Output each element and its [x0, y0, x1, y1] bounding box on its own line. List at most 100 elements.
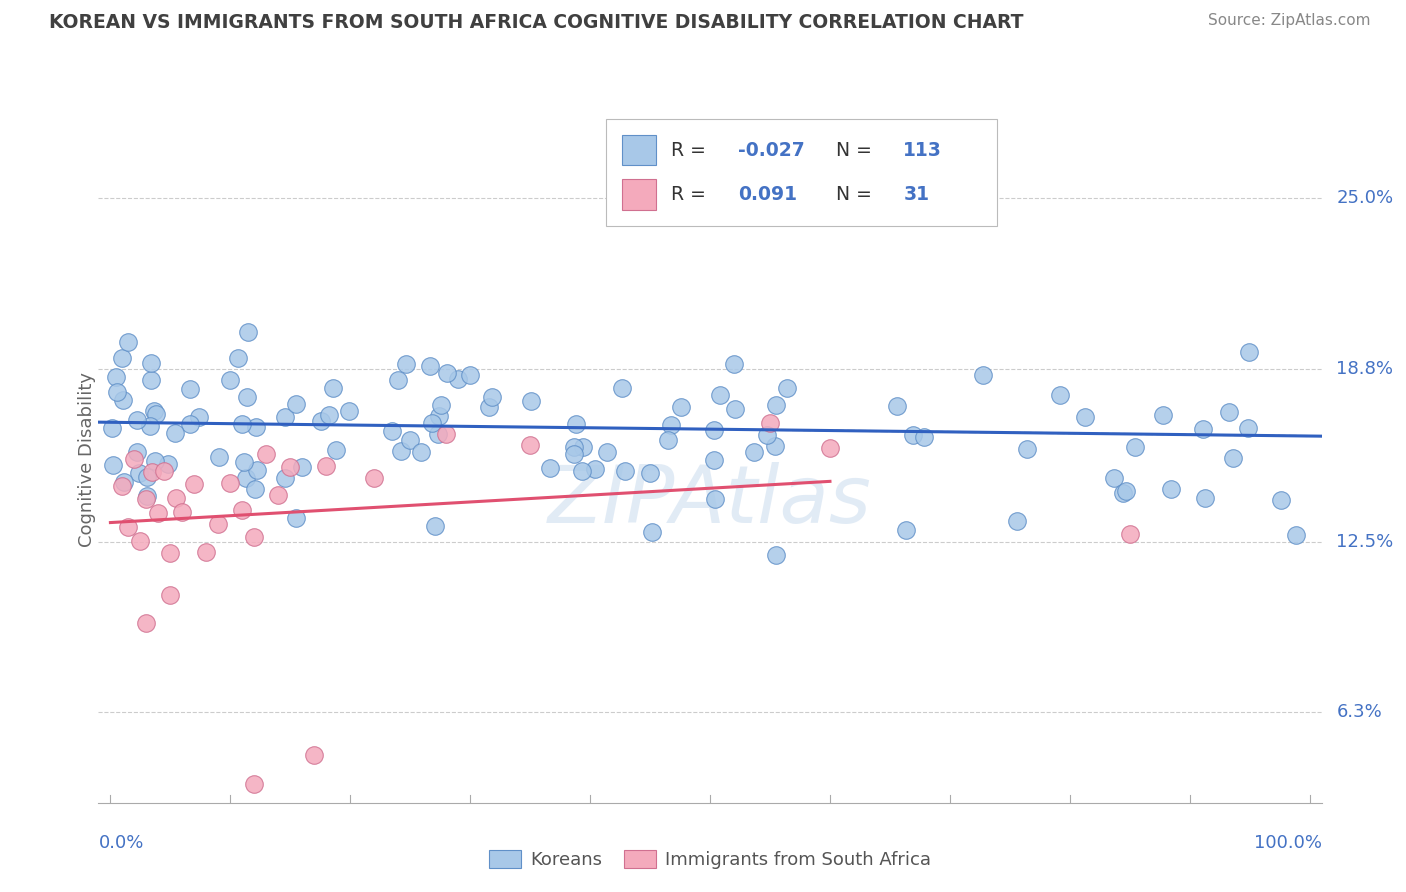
Point: [723, 357, 745, 371]
Text: 6.3%: 6.3%: [1336, 703, 1382, 721]
Point: [427, 409, 450, 423]
Point: [139, 418, 162, 433]
Point: [135, 470, 157, 484]
Point: [243, 483, 266, 497]
Point: [562, 447, 585, 461]
Point: [117, 520, 139, 534]
Point: [159, 588, 181, 602]
Point: [972, 368, 994, 382]
Point: [538, 461, 561, 475]
Point: [274, 410, 297, 425]
Point: [1222, 450, 1244, 465]
Point: [481, 390, 503, 404]
Point: [157, 458, 180, 472]
Point: [1192, 422, 1215, 436]
Point: [724, 402, 747, 417]
Point: [669, 400, 692, 414]
Text: 0.0%: 0.0%: [98, 834, 143, 852]
Point: [458, 368, 481, 382]
Point: [254, 447, 277, 461]
Point: [153, 464, 176, 478]
Point: [315, 458, 337, 473]
Point: [363, 471, 385, 485]
Point: [709, 387, 731, 401]
Point: [596, 444, 619, 458]
Point: [425, 518, 447, 533]
FancyBboxPatch shape: [606, 120, 997, 226]
Text: R =: R =: [671, 141, 711, 160]
FancyBboxPatch shape: [621, 135, 657, 165]
Point: [243, 530, 266, 544]
Point: [703, 423, 725, 437]
Point: [135, 489, 157, 503]
Point: [886, 399, 908, 413]
Point: [337, 404, 360, 418]
Point: [704, 491, 727, 506]
Point: [614, 464, 637, 478]
Point: [236, 390, 259, 404]
Point: [135, 615, 157, 630]
Point: [661, 418, 683, 433]
Point: [235, 471, 257, 485]
Point: [274, 471, 297, 485]
Y-axis label: Cognitive Disability: Cognitive Disability: [79, 372, 96, 547]
Point: [755, 427, 778, 442]
Point: [105, 385, 128, 400]
Text: 100.0%: 100.0%: [1254, 834, 1322, 852]
Point: [436, 366, 458, 380]
Point: [434, 427, 457, 442]
Point: [309, 414, 332, 428]
Point: [638, 466, 661, 480]
Point: [207, 517, 229, 532]
Point: [1115, 484, 1137, 499]
Point: [145, 408, 167, 422]
Point: [165, 425, 187, 440]
Point: [1152, 409, 1174, 423]
Point: [111, 479, 134, 493]
Point: [322, 381, 344, 395]
Point: [1237, 345, 1260, 359]
Point: [1049, 387, 1071, 401]
Point: [278, 459, 301, 474]
Legend: Koreans, Immigrants from South Africa: Koreans, Immigrants from South Africa: [489, 849, 931, 869]
Point: [818, 442, 841, 456]
Point: [231, 417, 253, 431]
Text: N =: N =: [837, 141, 877, 160]
Point: [267, 488, 290, 502]
Point: [381, 424, 404, 438]
Point: [179, 382, 201, 396]
Point: [233, 455, 256, 469]
Point: [141, 373, 163, 387]
Text: R =: R =: [671, 186, 711, 204]
Text: 113: 113: [903, 141, 942, 160]
Point: [1194, 491, 1216, 505]
Point: [245, 419, 267, 434]
Point: [419, 359, 441, 374]
Point: [208, 450, 231, 464]
Point: [143, 403, 166, 417]
Point: [901, 428, 924, 442]
Point: [394, 357, 416, 371]
Point: [1119, 527, 1142, 541]
Point: [1270, 492, 1292, 507]
FancyBboxPatch shape: [621, 179, 657, 210]
Point: [657, 433, 679, 447]
Point: [1218, 405, 1240, 419]
Text: N =: N =: [837, 186, 877, 204]
Point: [571, 441, 593, 455]
Point: [765, 548, 787, 562]
Point: [284, 397, 307, 411]
Point: [128, 467, 150, 481]
Point: [1236, 421, 1258, 435]
Point: [387, 373, 409, 387]
Text: -0.027: -0.027: [738, 141, 804, 160]
Text: 31: 31: [903, 186, 929, 204]
Point: [172, 505, 194, 519]
Point: [519, 438, 541, 452]
Point: [896, 523, 918, 537]
Point: [426, 426, 449, 441]
Point: [1112, 485, 1135, 500]
Point: [1017, 442, 1039, 456]
Point: [641, 525, 664, 540]
Point: [195, 545, 218, 559]
